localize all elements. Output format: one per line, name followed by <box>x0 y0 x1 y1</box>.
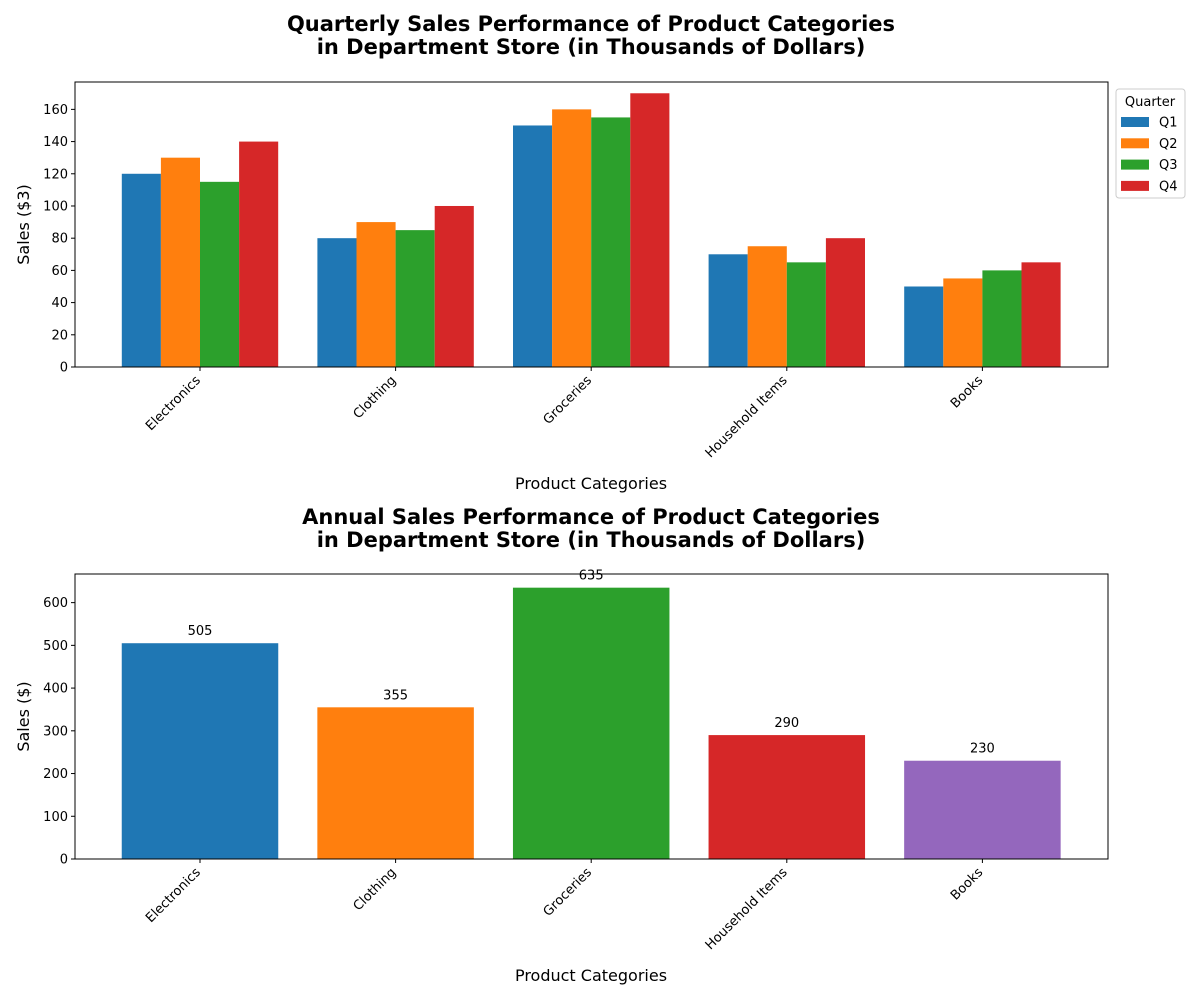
bar-groceries-q1 <box>513 125 552 367</box>
legend-swatch-q1 <box>1121 117 1149 127</box>
legend-label-q3: Q3 <box>1159 158 1178 173</box>
quarterly-x-axis-label: Product Categories <box>515 474 667 493</box>
quarterly-legend: Quarter Q1 Q2 Q3 Q4 <box>1116 89 1185 198</box>
legend-swatch-q3 <box>1121 160 1149 170</box>
annual-y-tick-label-500: 500 <box>43 639 68 654</box>
bar-electronics-q1 <box>122 174 161 367</box>
bar-electronics-q3 <box>200 182 239 367</box>
bar-books-q2 <box>943 278 982 367</box>
annual-y-tick-label-600: 600 <box>43 596 68 611</box>
quarterly-chart-title-line2: in Department Store (in Thousands of Dol… <box>317 35 866 59</box>
legend-label-q2: Q2 <box>1159 137 1178 152</box>
quarterly-y-tick-label-80: 80 <box>51 232 68 247</box>
annual-y-tick-label-400: 400 <box>43 682 68 697</box>
annual-y-tick-label-0: 0 <box>60 853 68 868</box>
quarterly-y-tick-label-60: 60 <box>51 264 68 279</box>
bar-household-items-q3 <box>787 262 826 367</box>
legend-swatch-q4 <box>1121 181 1149 191</box>
bar-groceries-q3 <box>591 117 630 367</box>
quarterly-y-tick-label-100: 100 <box>43 199 68 214</box>
bar-electronics-annual <box>122 643 279 859</box>
annual-y-tick-label-300: 300 <box>43 724 68 739</box>
bar-clothing-q1 <box>317 238 356 367</box>
data-label-electronics: 505 <box>188 624 213 639</box>
bar-groceries-annual <box>513 588 670 859</box>
bar-household-items-q1 <box>709 254 748 367</box>
annual-y-tick-label-100: 100 <box>43 810 68 825</box>
quarterly-y-tick-label-120: 120 <box>43 167 68 182</box>
annual-y-tick-label-200: 200 <box>43 767 68 782</box>
bar-books-q1 <box>904 286 943 367</box>
bar-electronics-q4 <box>239 142 278 367</box>
quarterly-y-tick-label-0: 0 <box>60 361 68 376</box>
data-label-household-items: 290 <box>774 716 799 731</box>
bar-household-items-annual <box>709 735 866 859</box>
data-label-groceries: 635 <box>579 569 604 584</box>
bar-books-q3 <box>982 270 1021 367</box>
bar-groceries-q2 <box>552 109 591 367</box>
quarterly-y-tick-label-140: 140 <box>43 135 68 150</box>
bar-clothing-annual <box>317 707 474 859</box>
bar-clothing-q3 <box>396 230 435 367</box>
quarterly-chart-title-line1: Quarterly Sales Performance of Product C… <box>287 12 895 36</box>
bar-household-items-q4 <box>826 238 865 367</box>
bar-clothing-q4 <box>435 206 474 367</box>
bar-household-items-q2 <box>748 246 787 367</box>
data-label-clothing: 355 <box>383 688 408 703</box>
legend-label-q1: Q1 <box>1159 116 1178 131</box>
quarterly-y-axis-label: Sales ($3) <box>14 184 33 265</box>
annual-chart-title-line1: Annual Sales Performance of Product Cate… <box>302 505 880 529</box>
legend-title: Quarter <box>1125 95 1176 110</box>
legend-label-q4: Q4 <box>1159 179 1178 194</box>
quarterly-y-tick-label-20: 20 <box>51 328 68 343</box>
annual-chart-title-line2: in Department Store (in Thousands of Dol… <box>317 528 866 552</box>
quarterly-y-tick-label-40: 40 <box>51 296 68 311</box>
bar-books-annual <box>904 761 1061 859</box>
annual-x-axis-label: Product Categories <box>515 966 667 985</box>
bar-books-q4 <box>1022 262 1061 367</box>
data-label-books: 230 <box>970 742 995 757</box>
quarterly-y-tick-label-160: 160 <box>43 103 68 118</box>
bar-groceries-q4 <box>630 93 669 367</box>
bar-clothing-q2 <box>357 222 396 367</box>
annual-y-axis-label: Sales ($) <box>14 681 33 751</box>
legend-swatch-q2 <box>1121 138 1149 148</box>
bar-electronics-q2 <box>161 158 200 367</box>
